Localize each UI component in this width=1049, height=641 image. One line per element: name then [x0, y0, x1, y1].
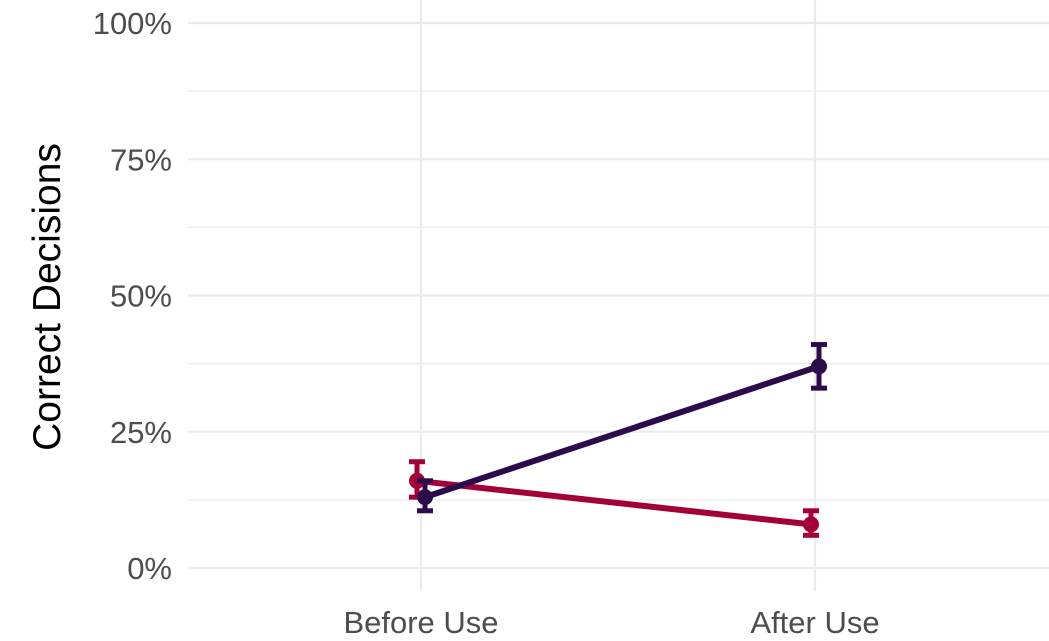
- series-layer: [409, 342, 827, 538]
- data-point: [417, 489, 433, 506]
- minor-gridlines: [188, 90, 1049, 501]
- y-axis-tick-labels: 0% 25% 50% 75% 100%: [93, 6, 172, 586]
- series-line: [422, 363, 822, 501]
- y-tick-label: 50%: [110, 279, 172, 314]
- y-axis-title: Correct Decisions: [26, 143, 69, 451]
- y-tick-label: 75%: [110, 142, 172, 177]
- x-tick-label: After Use: [750, 605, 879, 640]
- y-tick-label: 100%: [93, 6, 172, 41]
- data-point: [803, 516, 819, 533]
- y-tick-label: 25%: [110, 415, 172, 450]
- x-tick-label: Before Use: [343, 605, 498, 640]
- series-line: [414, 477, 814, 528]
- y-tick-label: 0%: [127, 551, 172, 586]
- x-axis-tick-labels: Before Use After Use: [343, 605, 879, 640]
- data-point: [811, 358, 827, 375]
